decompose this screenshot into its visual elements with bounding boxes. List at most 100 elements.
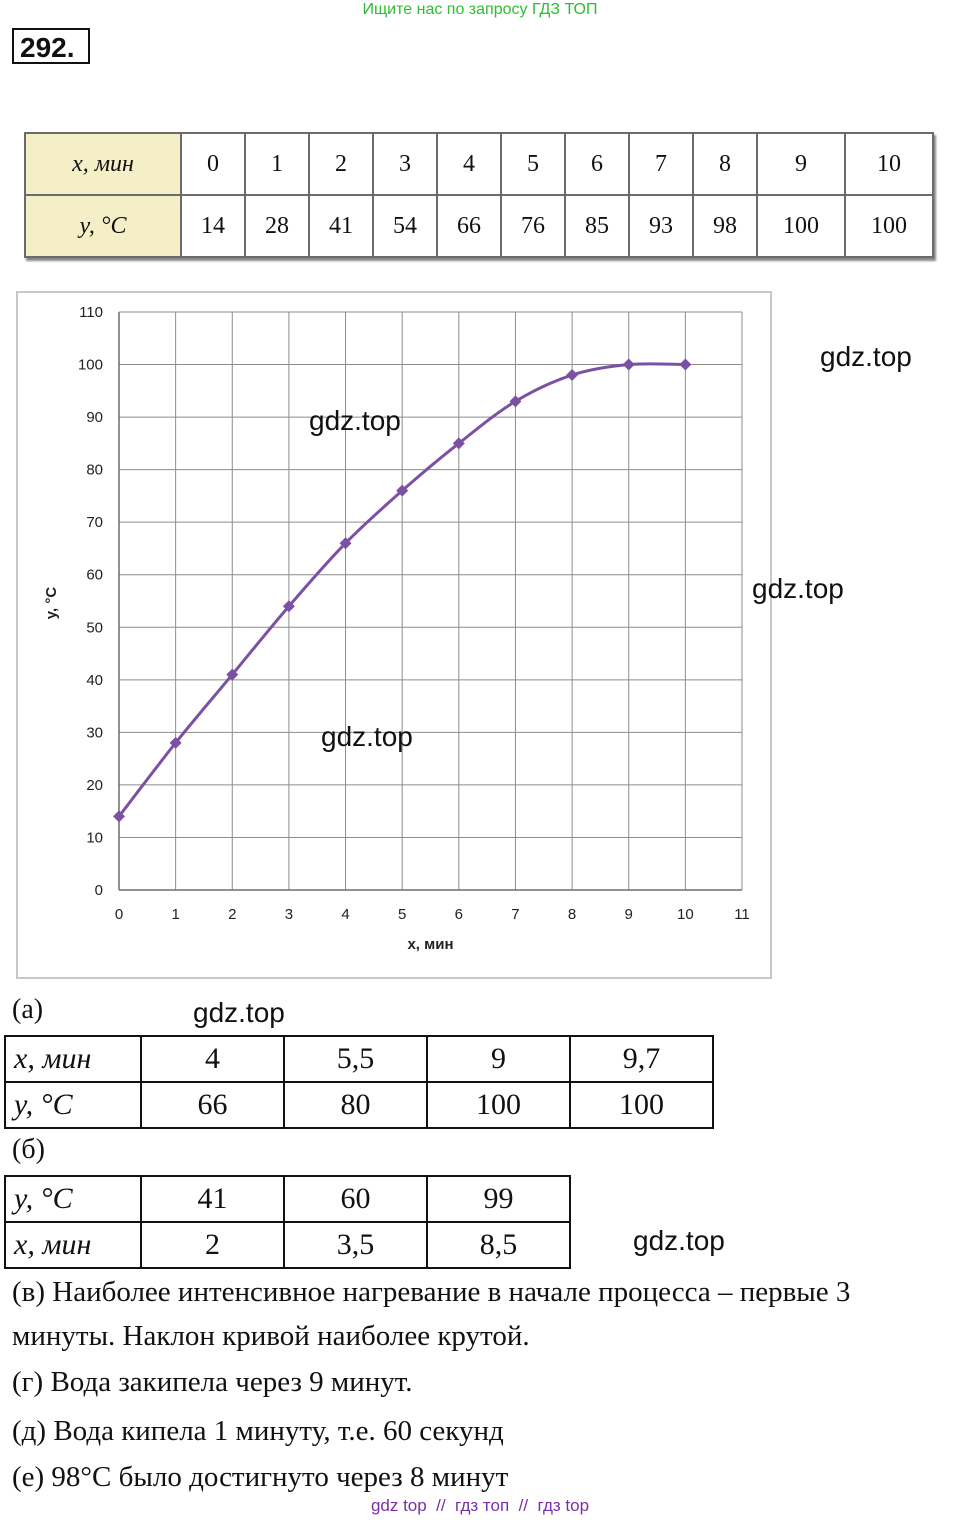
- part-a-x-cell: 5,5: [283, 1035, 428, 1083]
- part-b-x-row: x, мин 2 3,5 8,5: [4, 1221, 571, 1269]
- part-a-y-row: y, °C 66 80 100 100: [4, 1081, 714, 1129]
- data-point: [452, 437, 465, 450]
- part-b-x-cell: 2: [140, 1221, 285, 1269]
- x-tick-label: 4: [341, 906, 349, 923]
- x-cell: 6: [564, 132, 630, 196]
- x-tick-label: 7: [511, 906, 519, 923]
- part-a-y-cell: 100: [569, 1081, 714, 1129]
- part-b-table: y, °C 41 60 99 x, мин 2 3,5 8,5: [4, 1175, 571, 1269]
- data-table-x-row: x, мин 0 1 2 3 4 5 6 7 8 9 10: [24, 132, 934, 196]
- answer-e: (е) 98°C было достигнуто через 8 минут: [12, 1461, 509, 1493]
- watermark: gdz.top: [752, 573, 844, 604]
- answer-g: (г) Вода закипела через 9 минут.: [12, 1366, 413, 1398]
- y-tick-label: 80: [86, 462, 103, 479]
- x-cell: 7: [628, 132, 694, 196]
- y-cell: 66: [436, 194, 502, 258]
- task-number: 292.: [12, 28, 90, 64]
- watermark: gdz.top: [321, 721, 413, 752]
- part-a-label: (а): [12, 994, 44, 1025]
- part-a-y-cell: 80: [283, 1081, 428, 1129]
- data-point: [566, 369, 579, 382]
- y-tick-label: 20: [86, 777, 103, 794]
- x-cell: 0: [180, 132, 246, 196]
- part-b-label: (б): [12, 1134, 45, 1165]
- part-b-x-cell: 3,5: [283, 1221, 428, 1269]
- watermark: gdz.top: [633, 1225, 725, 1256]
- watermark: gdz.top: [309, 405, 401, 436]
- data-point: [226, 668, 239, 681]
- y-cell: 100: [844, 194, 934, 258]
- y-cell: 85: [564, 194, 630, 258]
- part-b-y-cell: 41: [140, 1175, 285, 1223]
- part-b-y-header: y, °C: [4, 1175, 142, 1223]
- y-tick-label: 10: [86, 829, 103, 846]
- x-tick-label: 8: [568, 906, 576, 923]
- y-tick-label: 70: [86, 514, 103, 531]
- data-point: [679, 358, 692, 371]
- x-tick-label: 9: [625, 906, 633, 923]
- part-a-y-cell: 66: [140, 1081, 285, 1129]
- x-cell: 3: [372, 132, 438, 196]
- chart-frame: 0 1 2 3 4 5 6 7 8 9 10 11 0 10 20 30 40 50 60 70 80 90 100 110 x…: [16, 291, 772, 979]
- watermark: gdz.top: [820, 341, 912, 372]
- y-tick-label: 40: [86, 672, 103, 689]
- y-cell: 14: [180, 194, 246, 258]
- y-cell: 100: [756, 194, 846, 258]
- y-tick-label: 0: [95, 882, 103, 899]
- part-a-x-cell: 9,7: [569, 1035, 714, 1083]
- y-tick-label: 110: [79, 304, 103, 321]
- part-a-y-cell: 100: [426, 1081, 571, 1129]
- x-tick-label: 0: [115, 906, 123, 923]
- x-cell: 9: [756, 132, 846, 196]
- part-a-table: x, мин 4 5,5 9 9,7 y, °C 66 80 100 100: [4, 1035, 714, 1129]
- answer-v-line1: (в) Наиболее интенсивное нагревание в на…: [12, 1276, 851, 1308]
- y-axis-label: y, °C: [43, 587, 60, 620]
- y-cell: 28: [244, 194, 310, 258]
- x-cell: 10: [844, 132, 934, 196]
- part-a-x-cell: 9: [426, 1035, 571, 1083]
- x-cell: 5: [500, 132, 566, 196]
- top-banner: Ищите нас по запросу ГДЗ ТОП: [362, 1, 598, 18]
- y-cell: 54: [372, 194, 438, 258]
- part-a-y-header: y, °C: [4, 1081, 142, 1129]
- x-axis-label: x, мин: [407, 936, 453, 953]
- part-a-x-row: x, мин 4 5,5 9 9,7: [4, 1035, 714, 1083]
- y-header: y, °C: [24, 194, 182, 258]
- data-table: x, мин 0 1 2 3 4 5 6 7 8 9 10 y, °C 14 2…: [24, 132, 934, 258]
- data-point: [169, 736, 182, 749]
- y-cell: 76: [500, 194, 566, 258]
- y-tick-label: 30: [86, 724, 103, 741]
- y-tick-label: 50: [86, 619, 103, 636]
- part-a-x-header: x, мин: [4, 1035, 142, 1083]
- x-tick-label: 2: [228, 906, 236, 923]
- answer-d: (д) Вода кипела 1 минуту, т.е. 60 секунд: [12, 1415, 504, 1447]
- data-point: [339, 537, 352, 550]
- footer-links: gdz top // гдз топ // гдз top: [370, 1496, 590, 1515]
- x-tick-label: 1: [171, 906, 179, 923]
- y-cell: 93: [628, 194, 694, 258]
- y-tick-label: 90: [86, 409, 103, 426]
- y-cell: 41: [308, 194, 374, 258]
- x-header: x, мин: [24, 132, 182, 196]
- x-cell: 8: [692, 132, 758, 196]
- data-point: [622, 358, 635, 371]
- x-cell: 1: [244, 132, 310, 196]
- data-point: [282, 600, 295, 613]
- part-b-y-cell: 99: [426, 1175, 571, 1223]
- part-b-x-cell: 8,5: [426, 1221, 571, 1269]
- y-tick-label: 100: [78, 357, 103, 374]
- y-cell: 98: [692, 194, 758, 258]
- x-tick-label: 6: [455, 906, 463, 923]
- y-tick-label: 60: [86, 567, 103, 584]
- x-cell: 2: [308, 132, 374, 196]
- temperature-chart: 0 1 2 3 4 5 6 7 8 9 10 110102030405060708090100110x…: [43, 304, 750, 953]
- x-tick-label: 11: [734, 906, 750, 923]
- answer-v-line2: минуты. Наклон кривой наиболее крутой.: [12, 1320, 530, 1352]
- data-point: [113, 810, 125, 823]
- part-b-x-header: x, мин: [4, 1221, 142, 1269]
- data-table-y-row: y, °C 14 28 41 54 66 76 85 93 98 100 100: [24, 194, 934, 258]
- x-cell: 4: [436, 132, 502, 196]
- x-tick-label: 5: [398, 906, 406, 923]
- x-tick-label: 3: [285, 906, 293, 923]
- part-b-y-row: y, °C 41 60 99: [4, 1175, 571, 1223]
